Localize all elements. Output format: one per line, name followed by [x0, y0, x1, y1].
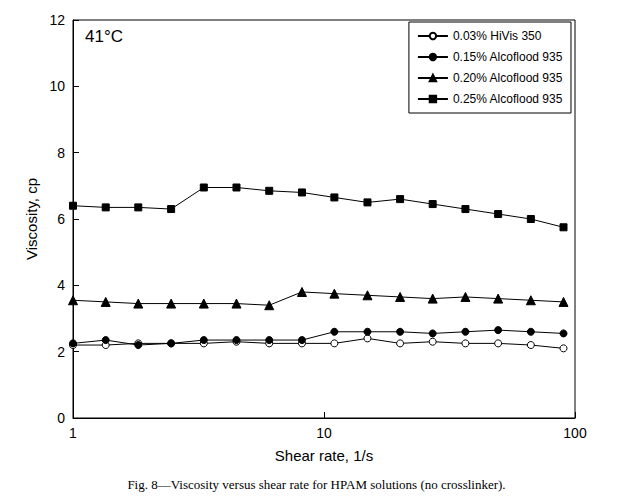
- svg-text:0.15% Alcoflood 935: 0.15% Alcoflood 935: [453, 50, 563, 64]
- svg-text:Viscosity, cp: Viscosity, cp: [23, 178, 40, 260]
- svg-text:4: 4: [57, 277, 65, 293]
- svg-text:2: 2: [57, 344, 65, 360]
- svg-text:10: 10: [49, 78, 65, 94]
- svg-text:41°C: 41°C: [85, 27, 123, 46]
- svg-text:Fig. 8—Viscosity versus shear: Fig. 8—Viscosity versus shear rate for H…: [127, 477, 505, 492]
- svg-text:1: 1: [69, 425, 77, 441]
- svg-text:0.25% Alcoflood 935: 0.25% Alcoflood 935: [453, 92, 563, 106]
- svg-text:10: 10: [316, 425, 332, 441]
- svg-text:100: 100: [563, 425, 587, 441]
- svg-text:Shear rate, 1/s: Shear rate, 1/s: [275, 447, 373, 464]
- svg-text:0.20% Alcoflood 935: 0.20% Alcoflood 935: [453, 71, 563, 85]
- svg-text:8: 8: [57, 145, 65, 161]
- svg-text:6: 6: [57, 211, 65, 227]
- svg-text:0: 0: [57, 410, 65, 426]
- svg-text:12: 12: [49, 12, 65, 28]
- svg-text:0.03% HiVis 350: 0.03% HiVis 350: [453, 29, 542, 43]
